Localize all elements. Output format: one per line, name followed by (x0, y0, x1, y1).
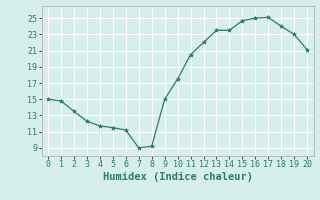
X-axis label: Humidex (Indice chaleur): Humidex (Indice chaleur) (103, 172, 252, 182)
